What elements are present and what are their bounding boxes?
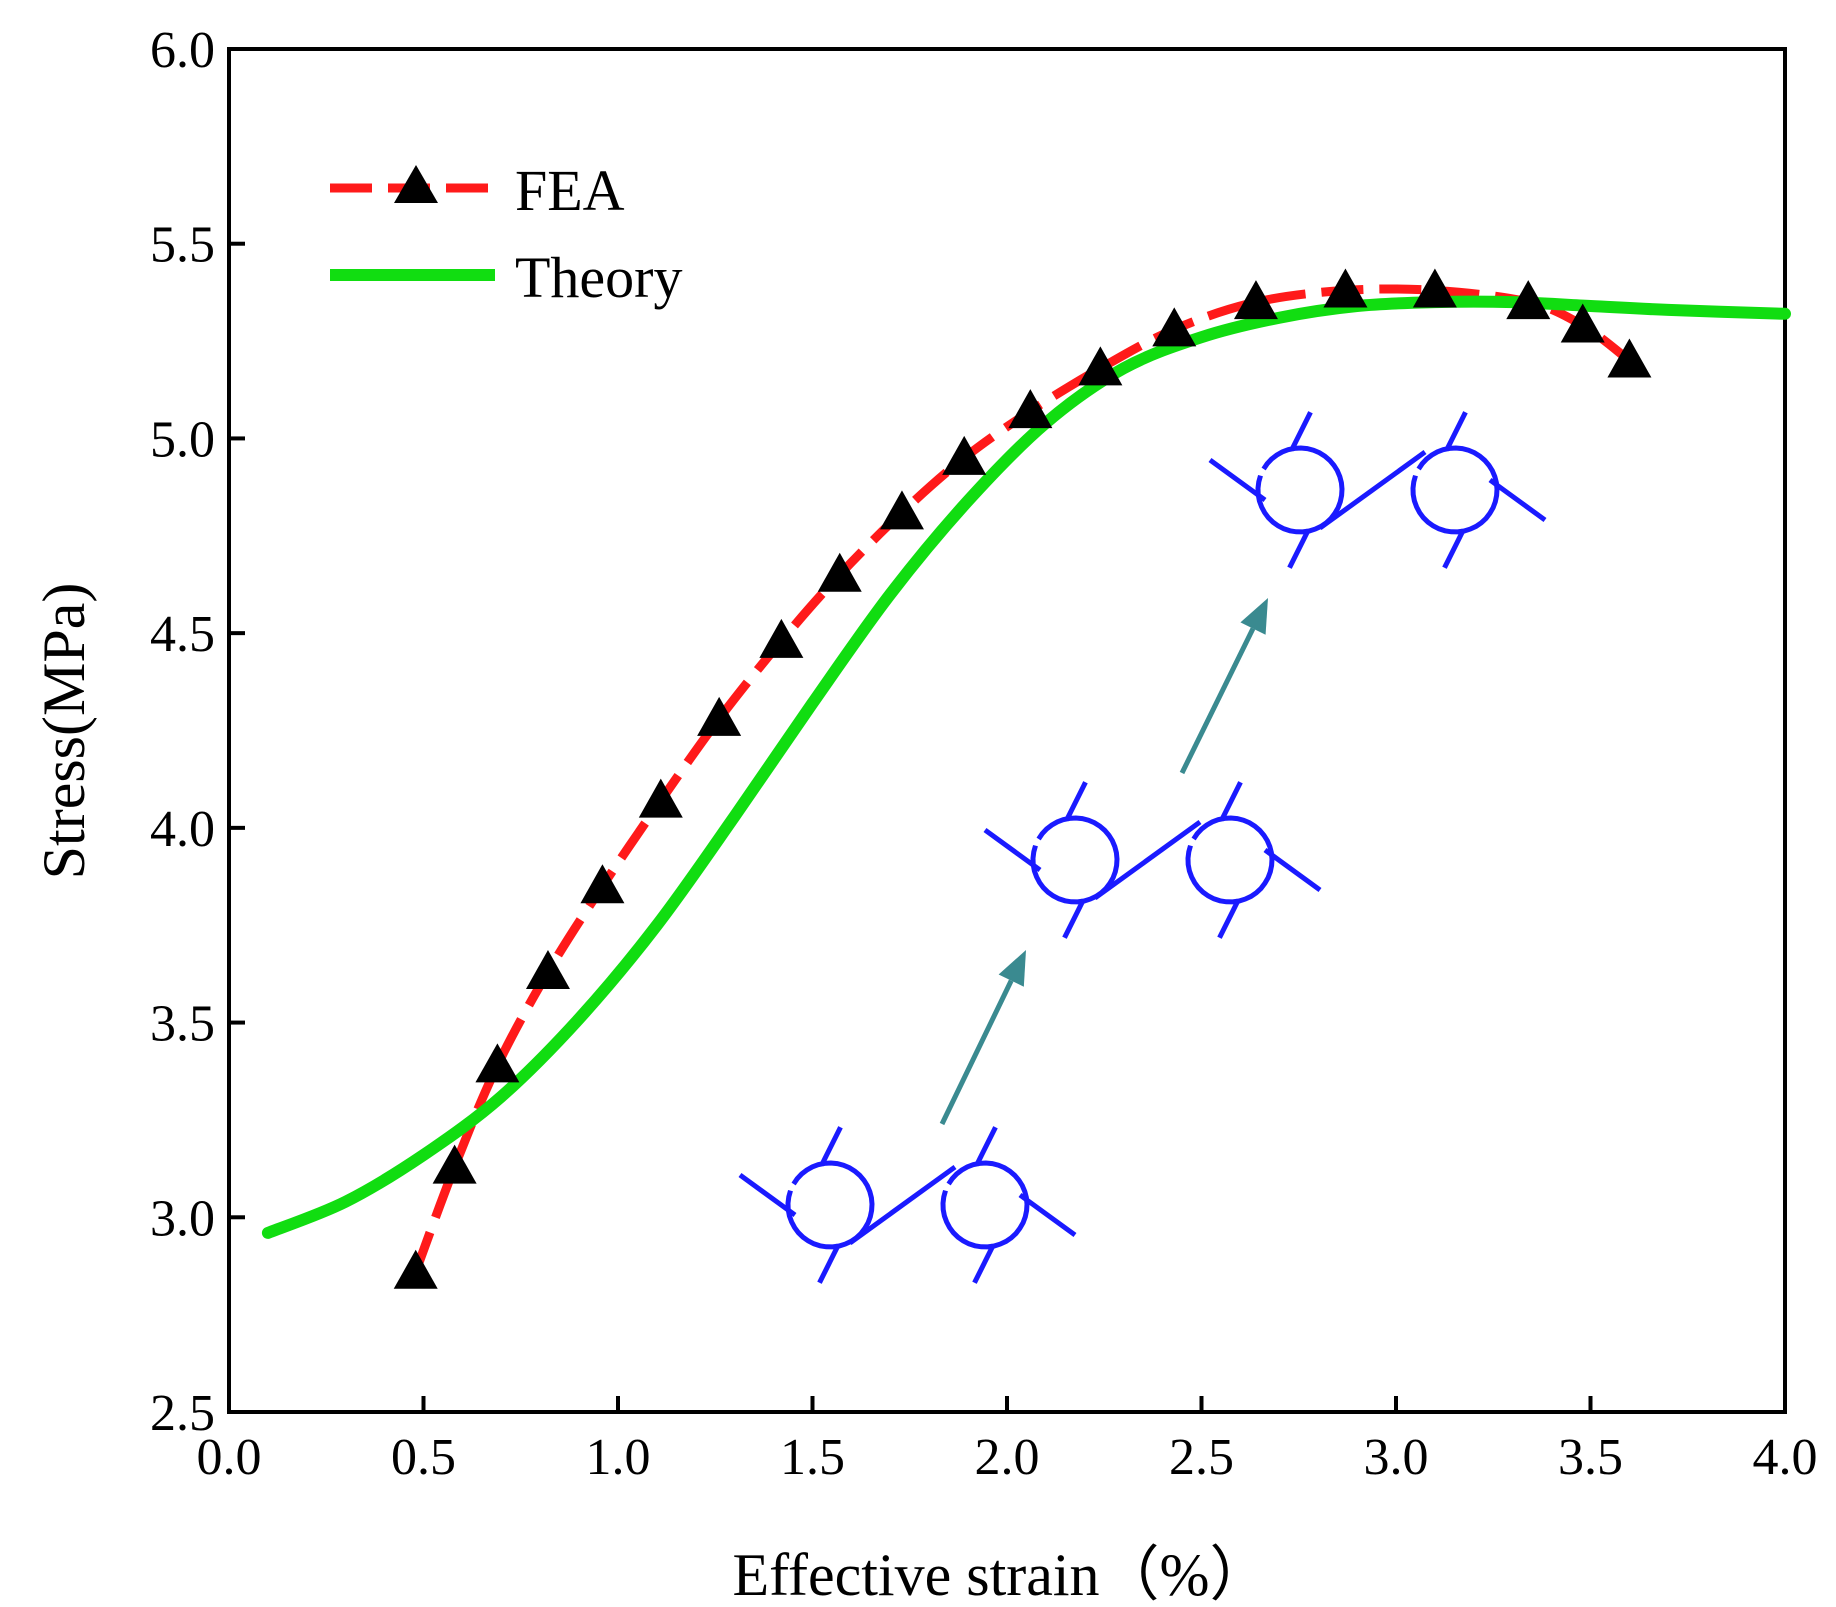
x-tick-label: 2.0 — [975, 1429, 1040, 1486]
cell-arc — [1410, 445, 1500, 535]
fea-point — [432, 1144, 477, 1184]
arrow-head — [998, 950, 1026, 987]
cell-stem-upper — [1444, 411, 1468, 452]
arrow-lower — [939, 950, 1026, 1126]
fea-point — [1506, 280, 1551, 320]
x-tick-label: 1.0 — [586, 1429, 651, 1486]
cell-arc — [940, 1160, 1030, 1250]
fea-point — [817, 552, 862, 592]
x-axis-title: Effective strain（%） — [732, 1542, 1269, 1607]
fea-point — [1233, 280, 1278, 320]
fea-point — [525, 949, 570, 989]
cell-stem-lower — [1442, 528, 1466, 569]
plot-frame — [227, 47, 1787, 1414]
fea-point — [580, 864, 625, 904]
cell-arc — [785, 1160, 875, 1250]
cell-stem-upper — [974, 1126, 998, 1167]
fea-point — [475, 1043, 520, 1083]
ligament — [1093, 819, 1202, 901]
structure-diagram-final — [1208, 411, 1547, 569]
fea-point — [942, 435, 987, 475]
cell-arc — [1185, 815, 1275, 905]
cell-stem-lower — [817, 1243, 841, 1284]
x-tick-label: 0.5 — [391, 1429, 456, 1486]
ligament — [738, 1172, 797, 1218]
y-tick-label: 5.0 — [150, 411, 215, 468]
ligament — [1488, 477, 1547, 523]
x-tick-label: 4.0 — [1753, 1429, 1818, 1486]
structure-cell — [785, 1126, 875, 1284]
fea-point — [1323, 268, 1368, 308]
y-tick-label: 2.5 — [150, 1385, 215, 1442]
y-tick-label: 4.0 — [150, 801, 215, 858]
ligament — [848, 1164, 957, 1246]
x-tick-label: 2.5 — [1169, 1429, 1234, 1486]
ligament — [983, 827, 1042, 873]
cell-stem-lower — [1217, 898, 1241, 939]
legend-fea-label: FEA — [515, 158, 625, 223]
structure-cell — [1185, 781, 1275, 939]
ligament — [1208, 457, 1267, 503]
y-tick-label: 6.0 — [150, 22, 215, 79]
structure-cell — [1030, 781, 1120, 939]
fea-point — [1560, 303, 1605, 343]
ligament — [1018, 1192, 1077, 1238]
fea-point — [638, 778, 683, 818]
ligament — [1263, 847, 1322, 893]
cell-arc — [1255, 445, 1345, 535]
cell-arc — [1030, 815, 1120, 905]
fea-point — [1412, 268, 1457, 308]
y-tick-label: 3.0 — [150, 1190, 215, 1247]
cell-stem-lower — [1062, 898, 1086, 939]
x-tick-label: 3.5 — [1558, 1429, 1623, 1486]
fea-point — [1607, 338, 1652, 378]
cell-stem-upper — [819, 1126, 843, 1167]
fea-point — [879, 490, 924, 530]
structure-diagram-initial — [738, 1126, 1077, 1284]
fea-point — [1152, 307, 1197, 347]
y-axis-title: Stress(MPa) — [31, 583, 97, 880]
arrow-upper — [1179, 598, 1268, 775]
structure-cell — [1410, 411, 1500, 569]
y-tick-label: 3.5 — [150, 996, 215, 1053]
y-tick-label: 4.5 — [150, 606, 215, 663]
cell-stem-lower — [972, 1243, 996, 1284]
fea-point — [697, 696, 742, 736]
cell-stem-upper — [1064, 781, 1088, 822]
cell-stem-upper — [1289, 411, 1313, 452]
arrow-shaft — [1179, 627, 1256, 775]
fea-point — [1078, 346, 1123, 386]
legend: FEA Theory — [330, 158, 683, 310]
x-tick-label: 1.5 — [780, 1429, 845, 1486]
legend-fea-marker — [394, 165, 438, 203]
ligament — [1318, 449, 1427, 531]
plot-layer: 0.0 0.5 1.0 1.5 2.0 2.5 3.0 3.5 4.0 2.5 3.0 3.5 4.0 4… — [150, 22, 1818, 1486]
y-tick-label: 5.5 — [150, 217, 215, 274]
fea-point — [1008, 389, 1053, 429]
structure-cell — [1255, 411, 1345, 569]
arrow-shaft — [939, 979, 1014, 1126]
structure-cell — [940, 1126, 1030, 1284]
structure-diagram-intermediate — [983, 781, 1322, 939]
legend-theory-label: Theory — [515, 245, 683, 310]
cell-stem-upper — [1219, 781, 1243, 822]
x-tick-label: 0.0 — [197, 1429, 262, 1486]
x-tick-label: 3.0 — [1364, 1429, 1429, 1486]
fea-point — [393, 1249, 438, 1289]
arrow-head — [1240, 598, 1268, 635]
cell-stem-lower — [1287, 528, 1311, 569]
theory-series-line — [261, 295, 1791, 1239]
fea-point — [759, 618, 804, 658]
